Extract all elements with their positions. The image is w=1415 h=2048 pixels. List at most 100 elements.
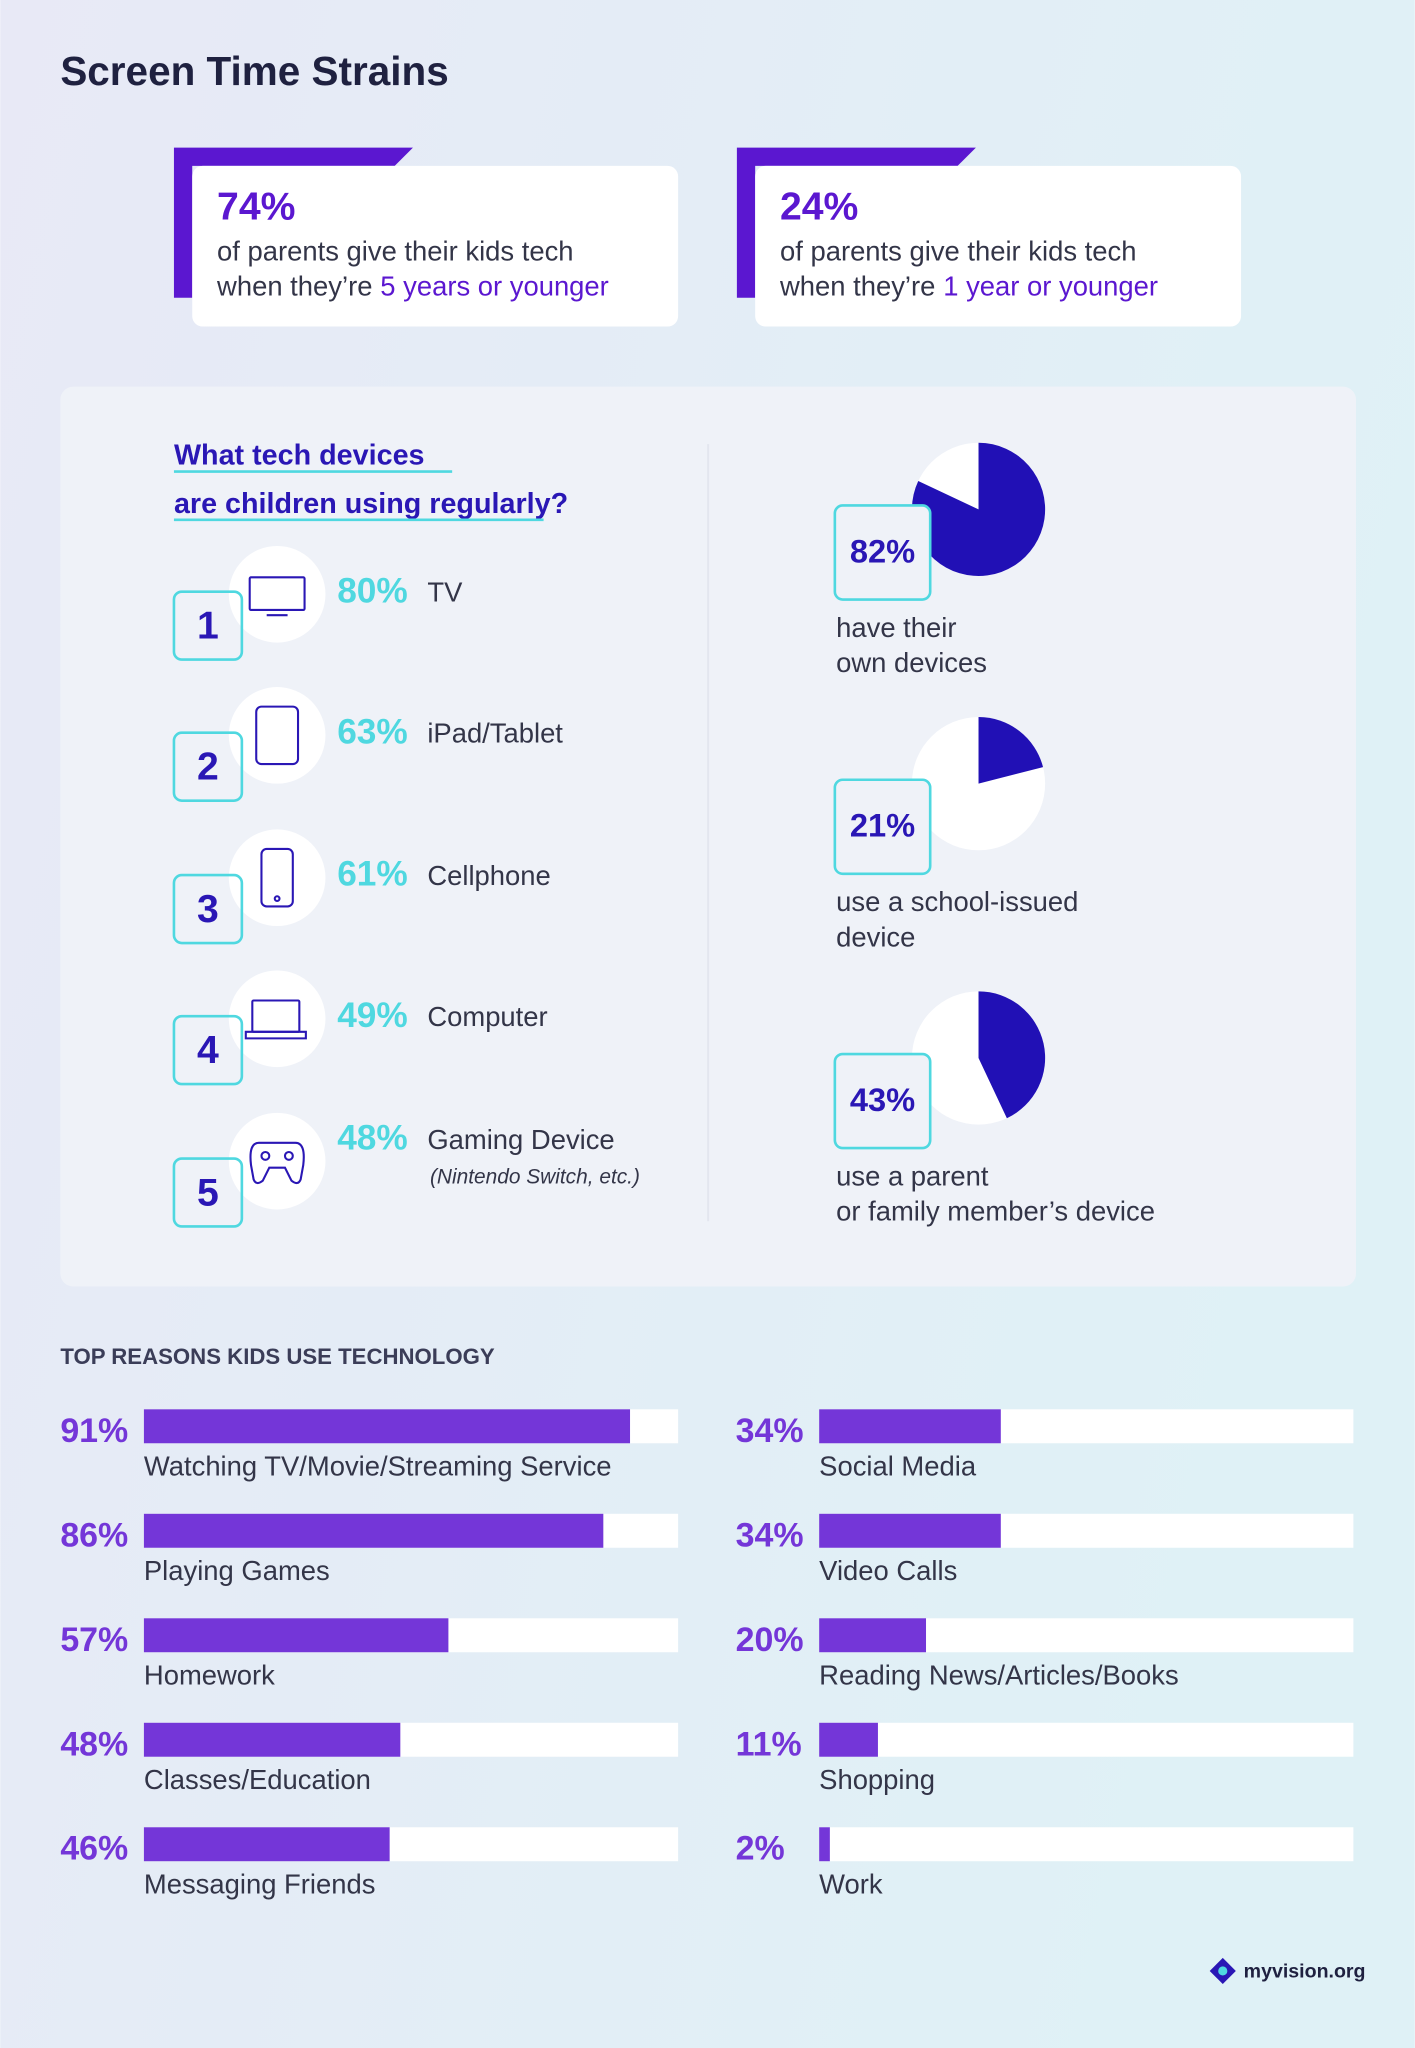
devices-heading: are children using regularly? (174, 488, 568, 520)
devices-heading: What tech devices (174, 440, 425, 472)
ownership-pies: 82% have their own devices 21% use a school-… (833, 442, 1155, 1227)
pie-label-box (833, 1052, 932, 1150)
title: Screen Time Strains (60, 48, 448, 94)
reasons-title: TOP REASONS KIDS USE TECHNOLOGY (60, 1344, 495, 1369)
pie-label: 21% (850, 807, 915, 844)
rank: 3 (197, 888, 219, 931)
bar-name: Playing Games (144, 1555, 330, 1586)
pie-slice (978, 991, 1046, 1119)
device-pct: 63% (337, 712, 408, 751)
pie-caption: have their (836, 612, 956, 643)
bar-track (819, 1827, 1354, 1862)
pie-caption: or family member’s device (836, 1196, 1155, 1227)
stat-text: when they’re (216, 271, 372, 302)
rank-box (172, 731, 244, 802)
bar (143, 1618, 449, 1653)
bar (819, 1722, 878, 1757)
logo-icon (1218, 1966, 1228, 1976)
icon-circle (228, 970, 326, 1068)
icon-circle (228, 687, 326, 784)
device-pct: 49% (337, 996, 408, 1035)
device-pct: 80% (337, 571, 408, 610)
device-name: Computer (427, 1001, 547, 1032)
bar-name: Reading News/Articles/Books (819, 1659, 1178, 1690)
icon-circle (228, 1112, 326, 1210)
bar (143, 1409, 631, 1444)
stat-cards: 74% of parents give their kids tech when t… (173, 147, 1242, 327)
brand: myvision.org (1244, 1960, 1366, 1982)
bar-label: 46% (60, 1830, 128, 1868)
device-name: Cellphone (427, 860, 550, 891)
pie-slice (911, 442, 1046, 576)
bar-label: 57% (60, 1621, 128, 1659)
reasons-bars: 91% Watching TV/Movie/Streaming Service 86… (60, 1409, 1354, 1899)
pie-label-box (833, 778, 932, 876)
gamepad-icon (283, 1150, 294, 1161)
pie-caption: use a school-issued (836, 886, 1078, 917)
gamepad-icon (260, 1150, 271, 1161)
bar-name: Video Calls (819, 1555, 957, 1586)
bar-name: Work (819, 1868, 883, 1899)
bar (143, 1827, 390, 1862)
bar (819, 1618, 927, 1653)
stat-text: when they’re 5 years or younger (216, 271, 609, 302)
bar-name: Homework (144, 1659, 275, 1690)
stat-text: of parents give their kids tech (780, 236, 1136, 267)
device-name: TV (427, 577, 463, 608)
bar-name: Watching TV/Movie/Streaming Service (144, 1450, 612, 1481)
pie-caption: device (836, 921, 915, 952)
gamepad-icon (249, 1141, 305, 1185)
pie-caption: own devices (836, 647, 987, 678)
stat-text: of parents give their kids tech (217, 236, 573, 267)
rank: 2 (197, 746, 219, 789)
stat-value: 74% (217, 185, 295, 228)
rank: 1 (197, 605, 219, 648)
bar (143, 1513, 604, 1548)
phone-icon (260, 847, 294, 908)
device-note: (Nintendo Switch, etc.) (430, 1166, 640, 1189)
bar-name: Messaging Friends (144, 1868, 376, 1899)
stat-highlight: 5 years or younger (380, 271, 609, 302)
tv-icon (248, 576, 306, 612)
device-pct: 61% (337, 855, 408, 894)
bar-name: Social Media (819, 1450, 977, 1481)
laptop-icon (244, 1030, 307, 1040)
rank-box (172, 1014, 244, 1086)
phone-icon (273, 895, 281, 903)
device-name: Gaming Device (427, 1124, 614, 1155)
bar-label: 91% (60, 1412, 128, 1450)
rank-box (172, 1157, 244, 1228)
rank: 4 (197, 1029, 219, 1072)
pie-label: 82% (850, 532, 915, 569)
stat-value: 24% (780, 185, 858, 228)
stat-card (755, 165, 1242, 327)
stat-highlight: 1 year or younger (943, 271, 1158, 302)
icon-circle (228, 545, 326, 643)
bar (819, 1827, 830, 1862)
bar-label: 2% (736, 1830, 785, 1868)
bar-track (819, 1722, 1354, 1757)
pie-label: 43% (850, 1081, 915, 1118)
bar-label: 34% (736, 1516, 804, 1554)
rank-box (172, 873, 244, 945)
stat-text: when they’re (779, 271, 935, 302)
tablet-icon (255, 705, 300, 766)
device-icons (244, 576, 307, 1185)
card-corner (736, 147, 976, 298)
card-corner (173, 147, 413, 298)
stat-card (192, 165, 679, 327)
rank: 5 (197, 1171, 219, 1214)
bar-label: 20% (736, 1621, 804, 1659)
device-list: 1 80% TV 2 63% iPad/Tablet 3 61% Cellphone 4 49% Co… (172, 545, 640, 1228)
pie-slice (978, 717, 1044, 784)
bar (143, 1722, 401, 1757)
device-pct: 48% (337, 1119, 408, 1158)
bar (819, 1409, 1001, 1444)
bar (819, 1513, 1001, 1548)
bar-label: 34% (736, 1412, 804, 1450)
pie-caption: use a parent (836, 1160, 989, 1191)
bar-name: Classes/Education (144, 1764, 371, 1795)
stat-text: when they’re 1 year or younger (779, 271, 1158, 302)
icon-circle (228, 829, 326, 927)
